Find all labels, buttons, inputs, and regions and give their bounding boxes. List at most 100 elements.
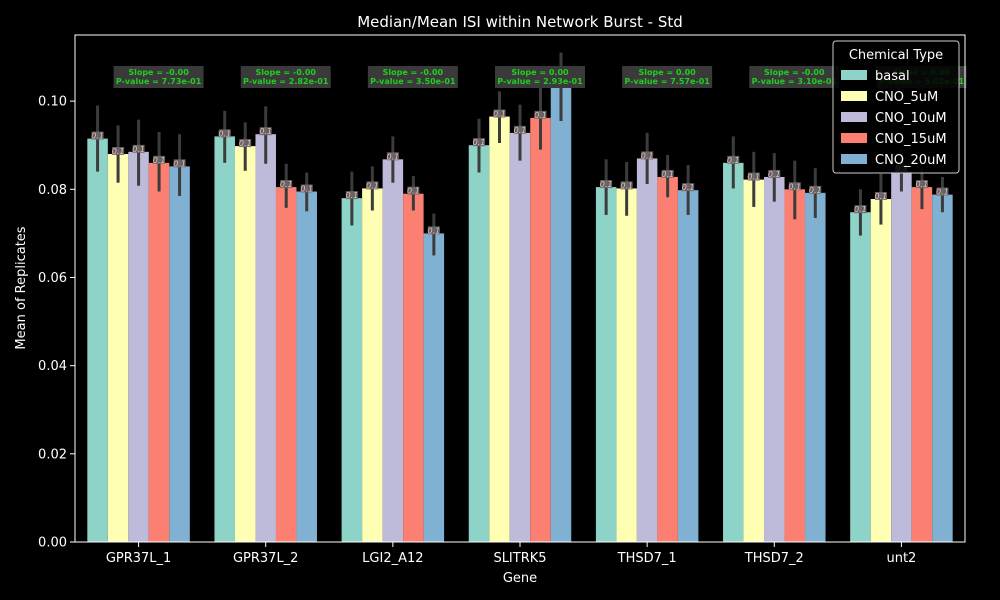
bar bbox=[784, 189, 806, 542]
bar-value-label: 0.1 bbox=[407, 187, 420, 196]
bar-label-box bbox=[280, 180, 293, 189]
stat-slope: Slope = 0.00 bbox=[639, 68, 697, 77]
stat-pvalue: P-value = 7.57e-01 bbox=[624, 77, 710, 86]
bar bbox=[891, 171, 912, 543]
bar-value-label: 0.1 bbox=[259, 127, 272, 136]
stat-slope: Slope = -0.00 bbox=[128, 68, 189, 77]
legend-entry: CNO_15uM bbox=[875, 132, 947, 147]
bar-label-box bbox=[854, 205, 867, 214]
stat-slope: Slope = -0.00 bbox=[255, 68, 316, 77]
bar-label-box bbox=[493, 109, 506, 118]
stat-slope: Slope = -0.00 bbox=[764, 68, 825, 77]
bar bbox=[550, 87, 572, 542]
y-tick-label: 0.04 bbox=[38, 359, 67, 374]
bar-value-label: 0.1 bbox=[345, 191, 358, 200]
bar bbox=[489, 116, 510, 543]
bar-label-box bbox=[239, 139, 252, 148]
y-tick-label: 0.00 bbox=[38, 536, 67, 551]
bar-label-box bbox=[345, 191, 358, 200]
chart-title: Median/Mean ISI within Network Burst - S… bbox=[357, 13, 683, 31]
y-tick-label: 0.06 bbox=[38, 271, 67, 286]
bar-value-label: 0.1 bbox=[91, 132, 104, 141]
legend-entry: basal bbox=[875, 69, 910, 84]
bar bbox=[595, 187, 617, 542]
bar-value-label: 0.1 bbox=[173, 159, 186, 168]
stat-pvalue: P-value = 2.82e-01 bbox=[243, 77, 329, 86]
bar-label-box bbox=[936, 187, 949, 196]
bar-value-label: 0.1 bbox=[854, 205, 867, 214]
stat-pvalue: P-value = 7.73e-01 bbox=[116, 77, 202, 86]
bar-value-label: 0.1 bbox=[366, 181, 379, 190]
legend-entry: CNO_10uM bbox=[875, 111, 947, 126]
bar bbox=[723, 162, 744, 542]
bar-label-box bbox=[427, 226, 440, 235]
x-tick-label: GPR37L_2 bbox=[233, 551, 299, 566]
bar-label-box bbox=[366, 181, 379, 190]
stat-pvalue: P-value = 3.50e-01 bbox=[370, 77, 456, 86]
bar-label-box bbox=[112, 147, 125, 156]
bar bbox=[932, 194, 953, 542]
x-tick-label: THSD7_1 bbox=[617, 551, 677, 566]
bar bbox=[403, 193, 424, 542]
y-axis-title: Mean of Replicates bbox=[14, 226, 29, 349]
bar-label-box bbox=[620, 181, 633, 190]
bar-label-box bbox=[747, 172, 760, 181]
x-axis-title: Gene bbox=[503, 571, 537, 586]
bar bbox=[296, 191, 317, 542]
bar-value-label: 0.1 bbox=[386, 152, 399, 161]
bar-value-label: 0.1 bbox=[514, 126, 527, 135]
bar bbox=[657, 176, 678, 542]
bar-value-label: 0.1 bbox=[875, 192, 888, 201]
bar-label-box bbox=[259, 127, 272, 136]
bar-labels-layer: 0.1 0.1 0.1 0.1 0.1 0.1 0.1 0.1 0.1 0.1 0.1 0.1 0.1 0… bbox=[91, 80, 949, 235]
bar-value-label: 0.1 bbox=[473, 138, 486, 147]
y-axis: 0.00 0.02 0.04 0.06 0.08 0.10 bbox=[38, 95, 75, 551]
bar-value-label: 0.1 bbox=[132, 145, 145, 154]
legend-entry: CNO_20uM bbox=[875, 153, 947, 168]
stat-pvalue: P-value = 3.10e-01 bbox=[752, 77, 838, 86]
bar-label-box bbox=[809, 185, 822, 194]
bar bbox=[107, 154, 129, 542]
bar-label-box bbox=[132, 144, 145, 153]
bar-value-label: 0.1 bbox=[768, 170, 781, 179]
bar-value-label: 0.1 bbox=[112, 147, 125, 156]
bar bbox=[764, 176, 785, 542]
bar-label-box bbox=[153, 155, 166, 164]
bar-label-box bbox=[173, 159, 186, 168]
bar-value-label: 0.1 bbox=[300, 185, 313, 194]
bar bbox=[468, 145, 490, 542]
bar bbox=[423, 233, 445, 543]
bar-label-box bbox=[407, 186, 420, 195]
stat-annotation-box bbox=[240, 66, 331, 88]
x-tick-label: LGI2_A12 bbox=[362, 551, 423, 566]
bar-value-label: 0.1 bbox=[661, 170, 674, 179]
bar bbox=[148, 162, 170, 542]
x-tick-label: unt2 bbox=[886, 551, 916, 566]
x-tick-label: GPR37L_1 bbox=[106, 551, 172, 566]
x-tick-label: SLITRK5 bbox=[493, 551, 546, 566]
legend-swatch bbox=[841, 154, 867, 164]
bar-label-box bbox=[788, 182, 801, 191]
bar-label-box bbox=[514, 125, 526, 134]
bar bbox=[870, 199, 892, 542]
stat-slope: Slope = 0.00 bbox=[511, 68, 569, 77]
bar-value-label: 0.1 bbox=[239, 139, 252, 148]
stat-annotation-box bbox=[749, 66, 840, 88]
bar bbox=[255, 134, 276, 542]
legend: Chemical Type basal CNO_5uM CNO_10uM CNO_15u… bbox=[832, 40, 960, 174]
bar-label-box bbox=[661, 169, 674, 178]
bar-label-box bbox=[473, 138, 485, 147]
bar-label-box bbox=[91, 131, 104, 140]
bar-value-label: 0.1 bbox=[280, 180, 293, 189]
bar-value-label: 0.1 bbox=[534, 111, 547, 120]
bar-value-label: 0.1 bbox=[727, 156, 740, 165]
bar-value-label: 0.1 bbox=[427, 226, 440, 235]
bar-value-label: 0.1 bbox=[493, 110, 506, 119]
bar-label-box bbox=[682, 183, 695, 192]
bar bbox=[234, 146, 256, 543]
bar-label-box bbox=[600, 180, 613, 189]
bar-label-box bbox=[300, 184, 313, 193]
bar-value-label: 0.1 bbox=[620, 181, 633, 190]
bar bbox=[677, 190, 699, 542]
